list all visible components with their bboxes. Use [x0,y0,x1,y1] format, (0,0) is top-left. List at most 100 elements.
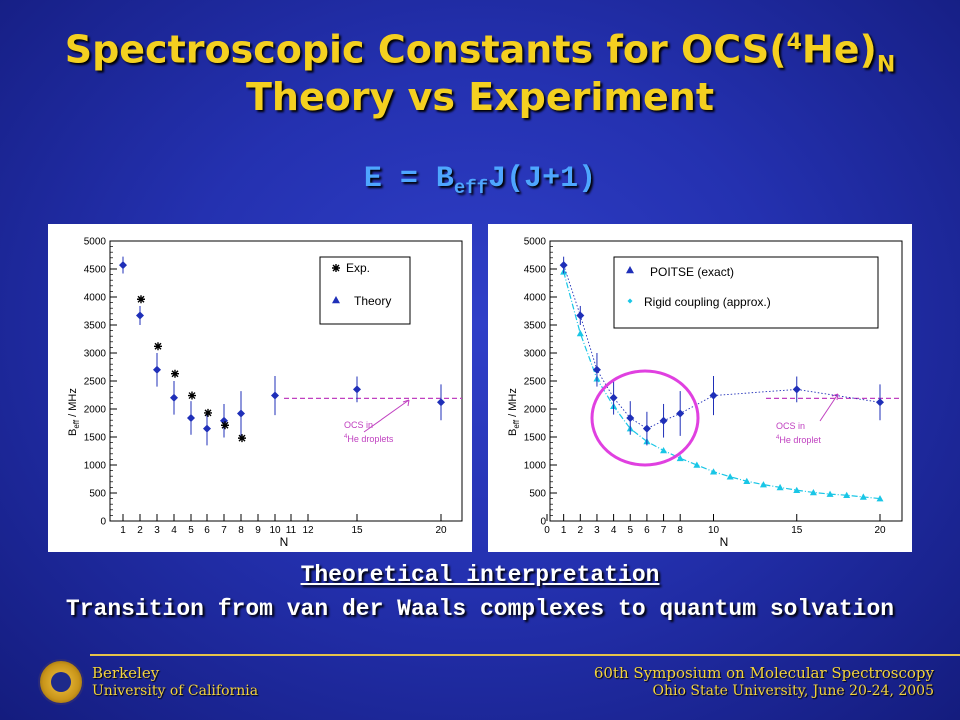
x-tick-label: 10 [708,525,720,536]
y-tick-label: 5000 [84,237,107,248]
y-tick-label: 4000 [524,293,547,304]
y-tick-label: 4500 [524,265,547,276]
theory-point [187,413,195,422]
approx-point [859,493,867,500]
x-tick-label: 6 [644,525,650,536]
x-axis-label: N [280,535,289,549]
theory-point [220,416,228,425]
y-tick-label: 4500 [84,265,107,276]
exact-line [563,264,881,430]
y-tick-label: 5000 [524,237,547,248]
theory-point [203,424,211,433]
chart-left: 0 500 1000 1500 2000 2500 3000 3500 4000 4500 5000… [67,237,463,549]
approx-point [693,461,701,468]
y-tick-label: 500 [89,489,106,500]
exp-point [238,434,246,443]
footer-right: 60th Symposium on Molecular Spectroscopy… [594,664,934,700]
footer-venue: Ohio State University, June 20-24, 2005 [652,683,934,699]
theory-point [437,398,445,407]
x-tick-label: 0 [544,525,550,536]
theory-point [136,311,144,320]
highlight-circle [590,369,700,467]
x-tick-label: 7 [661,525,667,536]
theory-point [271,391,279,400]
x-tick-label: 4 [611,525,617,536]
x-tick-label: 15 [351,525,363,536]
exact-point [659,416,668,425]
caption-interpretation: Theoretical interpretation [300,562,660,588]
equation: E = BeffJ(J+1) [363,162,597,199]
y-tick-label: 3500 [524,321,547,332]
x-tick-label: 7 [221,525,227,536]
caption-transition: Transition from van der Waals complexes … [65,596,895,622]
x-tick-label: 8 [677,525,683,536]
exp-point [154,342,162,351]
x-tick-label: 15 [791,525,803,536]
x-tick-label: 10 [269,525,281,536]
exact-point [576,311,585,320]
exp-point [137,295,145,304]
slide-subtitle: Theory vs Experiment [245,75,714,119]
legend-exp-label: Exp. [346,261,370,275]
chart-right: 0 500 1000 1500 2000 2500 3000 3500 4000 4500 5000… [507,237,903,549]
university-seal-icon [38,659,84,705]
slide-title: Spectroscopic Constants for OCS(4He)N [64,27,896,78]
x-tick-label: 8 [238,525,244,536]
footer-divider [90,654,960,656]
theory-point [153,365,161,374]
theory-point [237,409,245,418]
legend-approx-label: Rigid coupling (approx.) [644,295,771,309]
legend-theory-label: Theory [354,294,391,308]
approx-point [809,488,817,496]
approx-point [826,490,834,497]
approx-point [843,491,851,499]
approx-point [759,481,767,488]
y-axis-label: Beff / MHz [507,388,521,436]
x-tick-label: 11 [286,525,297,536]
approx-point [660,446,668,454]
annotation-arrow-head [831,393,839,401]
x-tick-label: 2 [137,525,143,536]
y-tick-label: 2000 [524,405,547,416]
y-tick-label: 2500 [524,377,547,388]
chart-left-panel: 0 500 1000 1500 2000 2500 3000 3500 4000 4500 5000… [48,224,472,552]
x-tick-label: 9 [255,525,261,536]
exp-point [171,369,179,378]
approx-point [743,477,751,485]
x-tick-label: 12 [302,525,314,536]
y-tick-label: 1000 [84,461,107,472]
legend-theory-marker [332,296,340,304]
approx-point [710,468,717,475]
footer-berkeley: Berkeley [92,664,160,682]
footer-symposium: 60th Symposium on Molecular Spectroscopy [593,664,934,682]
x-tick-label: 1 [120,525,126,536]
theory-point [119,261,127,270]
y-tick-label: 2000 [84,405,107,416]
x-tick-label: 3 [154,525,160,536]
approx-line [563,271,881,500]
annotation-arrow [819,393,839,422]
y-tick-label: 0 [540,517,546,528]
exact-point [609,393,618,402]
approx-point [793,486,801,493]
x-tick-label: 1 [561,525,567,536]
annotation-text: OCS in [344,420,373,430]
exact-point [559,261,568,270]
legend-box [613,256,879,329]
theory-point [170,393,178,402]
exact-point [709,391,718,400]
approx-point [776,483,784,491]
x-tick-label: 20 [874,525,886,536]
y-tick-label: 1000 [524,461,547,472]
x-axis-label: N [720,535,729,549]
y-tick-label: 500 [529,489,546,500]
approx-point [576,329,584,337]
exact-point [792,385,801,394]
y-tick-label: 1500 [524,433,547,444]
y-tick-label: 0 [100,517,106,528]
exact-point [642,424,651,433]
exact-point [876,398,884,407]
y-tick-label: 4000 [84,293,107,304]
y-tick-label: 1500 [84,433,107,444]
y-tick-label: 3000 [84,349,107,360]
